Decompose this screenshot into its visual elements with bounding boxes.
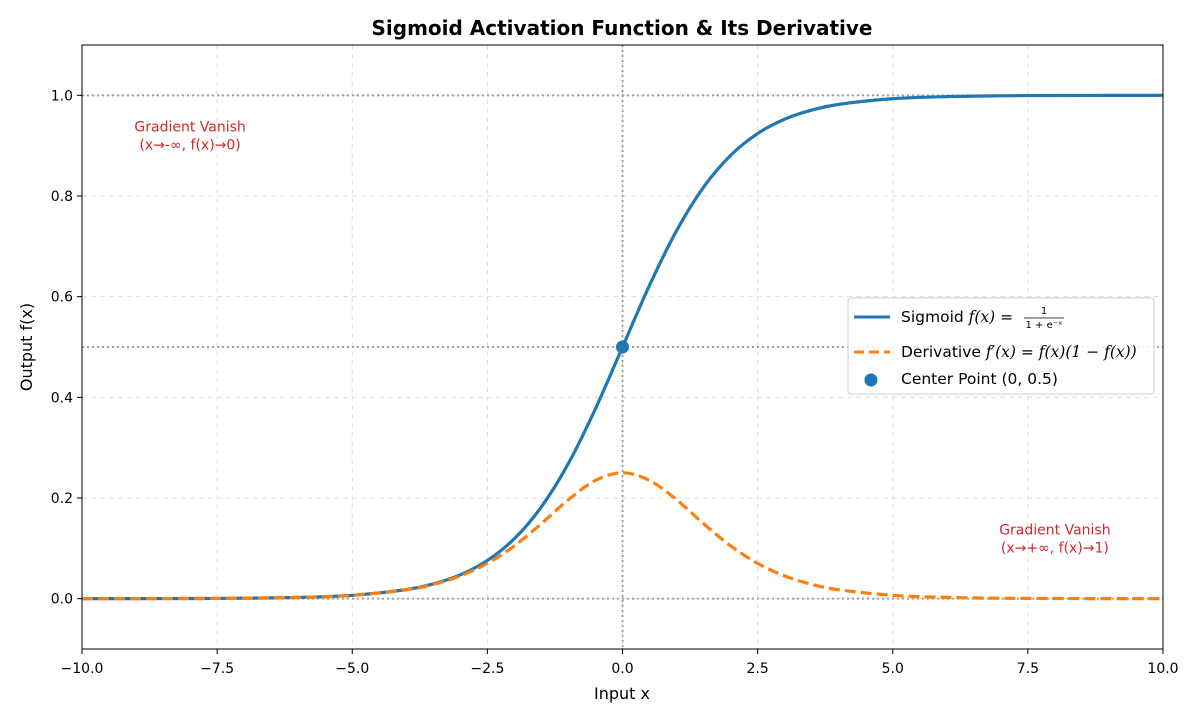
legend-derivative-eq: = — [1016, 343, 1039, 361]
legend-derivative-fn: f′(x) — [985, 343, 1016, 361]
x-tick-label: 5.0 — [882, 661, 904, 677]
x-tick-label: 2.5 — [746, 661, 768, 677]
legend-derivative-label: Derivative f′(x) = f(x)(1 − f(x)) — [901, 343, 1137, 361]
y-tick-label: 0.6 — [51, 290, 73, 306]
chart-title: Sigmoid Activation Function & Its Deriva… — [372, 16, 873, 40]
x-tick-label: −2.5 — [470, 661, 504, 677]
annotation-line: Gradient Vanish — [999, 522, 1110, 538]
annotation-line: (x→-∞, f(x)→0) — [139, 138, 240, 154]
legend-center-marker — [864, 373, 878, 387]
legend: Sigmoid f(x) = 1 1 + e⁻ˣ Derivative f′(x… — [847, 297, 1155, 395]
annotation-line: Gradient Vanish — [134, 120, 245, 136]
legend-frac-denominator: 1 + e⁻ˣ — [1026, 320, 1063, 331]
gradient-vanish-annotation-1: Gradient Vanish (x→-∞, f(x)→0) — [134, 120, 245, 154]
legend-sigmoid-prefix: Sigmoid — [901, 308, 969, 326]
x-tick-label: −10.0 — [61, 661, 104, 677]
x-axis-ticks: −10.0 −7.5 −5.0 −2.5 0.0 2.5 5.0 7.5 10.0 — [61, 649, 1179, 677]
legend-derivative-prefix: Derivative — [901, 343, 986, 361]
legend-center-label: Center Point (0, 0.5) — [901, 370, 1058, 388]
x-tick-label: −7.5 — [200, 661, 234, 677]
x-tick-label: 7.5 — [1017, 661, 1039, 677]
legend-frac-numerator: 1 — [1041, 306, 1047, 317]
x-axis-label: Input x — [594, 684, 650, 703]
y-tick-label: 0.4 — [51, 390, 73, 406]
x-tick-label: 0.0 — [611, 661, 633, 677]
annotations-layer: Gradient Vanish (x→-∞, f(x)→0)Gradient Va… — [134, 120, 1110, 557]
y-tick-label: 0.8 — [51, 189, 73, 205]
gradient-vanish-annotation-2: Gradient Vanish (x→+∞, f(x)→1) — [999, 522, 1110, 556]
x-tick-label: −5.0 — [335, 661, 369, 677]
points-layer — [616, 340, 629, 354]
center-point-marker — [616, 340, 629, 354]
y-axis-ticks: 0.0 0.2 0.4 0.6 0.8 1.0 — [51, 88, 82, 608]
y-axis-label: Output f(x) — [17, 303, 36, 391]
annotation-line: (x→+∞, f(x)→1) — [1001, 540, 1109, 556]
y-tick-label: 0.0 — [51, 592, 73, 608]
y-tick-label: 0.2 — [51, 491, 73, 507]
legend-sigmoid-fn: f(x) — [968, 308, 996, 326]
x-tick-label: 10.0 — [1147, 661, 1178, 677]
legend-sigmoid-eq: = — [995, 308, 1013, 326]
legend-derivative-rhs: f(x)(1 − f(x)) — [1038, 343, 1137, 361]
legend-box — [847, 297, 1155, 395]
legend-sigmoid-label: Sigmoid f(x) = — [901, 308, 1013, 326]
y-tick-label: 1.0 — [51, 88, 73, 104]
